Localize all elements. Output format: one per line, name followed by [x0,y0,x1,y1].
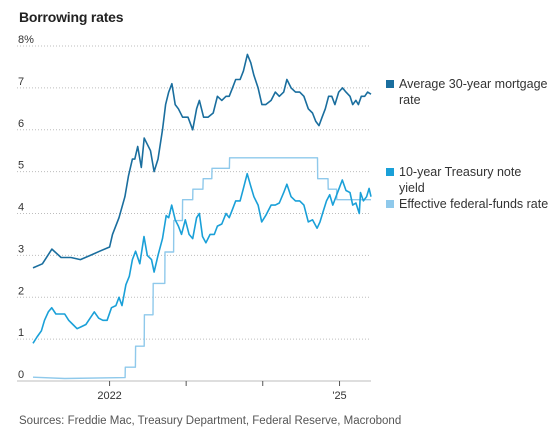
legend-label-mortgage: Average 30-year mortgage rate [399,77,548,107]
y-tick-label-2: 2 [18,285,24,297]
x-tick-label-1: '25 [332,390,346,402]
chart-svg: 0 1 2 3 4 5 6 7 8% 2022 '25 [17,34,372,402]
y-tick-label-7: 7 [18,76,24,88]
legend-swatch-mortgage [386,80,394,88]
series-line-mortgage [32,53,372,269]
y-tick-label-8: 8% [18,34,34,46]
chart-source: Sources: Freddie Mac, Treasury Departmen… [19,415,402,427]
legend-label-fedfunds: Effective federal-funds rate [399,197,549,211]
y-tick-label-1: 1 [18,327,24,339]
legend-swatch-fedfunds [386,200,394,208]
y-tick-label-5: 5 [18,160,24,172]
y-tick-label-4: 4 [18,202,24,214]
series-line-fedfunds [32,157,371,380]
series-line-treasury [32,172,372,344]
y-tick-label-0: 0 [18,369,24,381]
chart-title: Borrowing rates [19,9,124,25]
y-tick-label-3: 3 [18,243,24,255]
legend-swatch-treasury [386,168,394,176]
y-tick-label-6: 6 [18,118,24,130]
x-tick-label-0: 2022 [97,390,121,402]
legend-label-treasury: 10-year Treasury note yield [399,165,522,195]
